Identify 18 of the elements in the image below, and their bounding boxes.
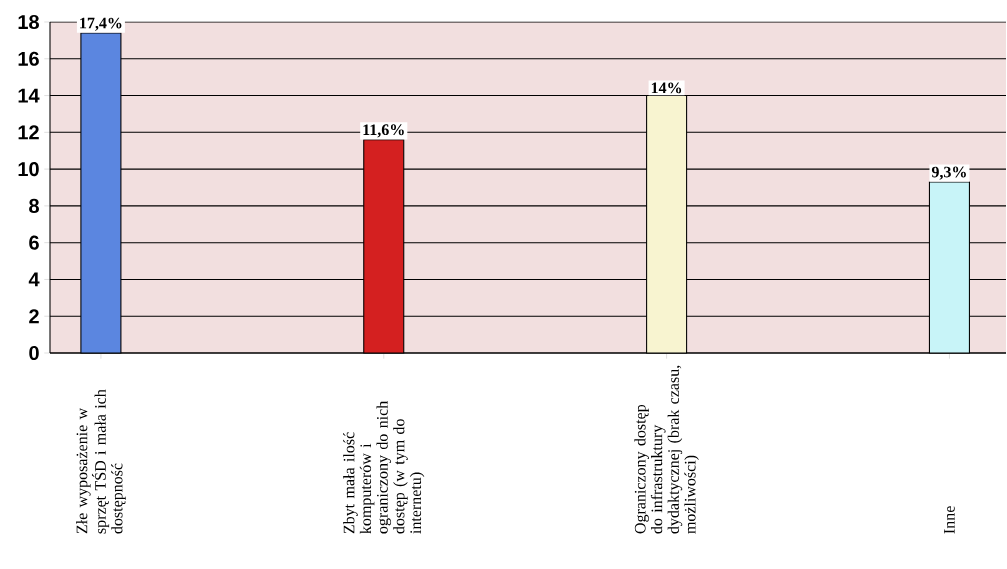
data-label: 17,4% [80, 17, 122, 31]
y-tick-label: 4 [28, 272, 40, 287]
data-label: 9,3% [931, 166, 966, 180]
x-tick-label: Złe wyposażenie w sprzęt TŚD i mała ich dostępność [76, 389, 126, 534]
data-label: 14% [651, 82, 682, 94]
y-tick-label: 0 [29, 345, 39, 361]
y-tick-label: 12 [18, 125, 39, 140]
y-tick-label: 14 [18, 88, 40, 103]
y-tick-label: 6 [29, 235, 39, 250]
y-tick-label: 2 [29, 309, 39, 324]
y-tick-label: 10 [18, 162, 39, 177]
y-tick-label: 18 [18, 14, 39, 30]
x-tick-label: Ograniczony dostęp do infrastruktury dydaktycznej (brak czasu, możliwości) [634, 365, 699, 534]
x-tick-label: Inne [944, 506, 955, 534]
data-label: 11,6% [363, 124, 404, 138]
x-tick-label: Zbyt mała ilość komputerów i ograniczony do nich dostęp (w tym do internetu) [343, 401, 425, 534]
y-tick-label: 16 [18, 51, 39, 66]
y-tick-label: 8 [29, 198, 39, 213]
